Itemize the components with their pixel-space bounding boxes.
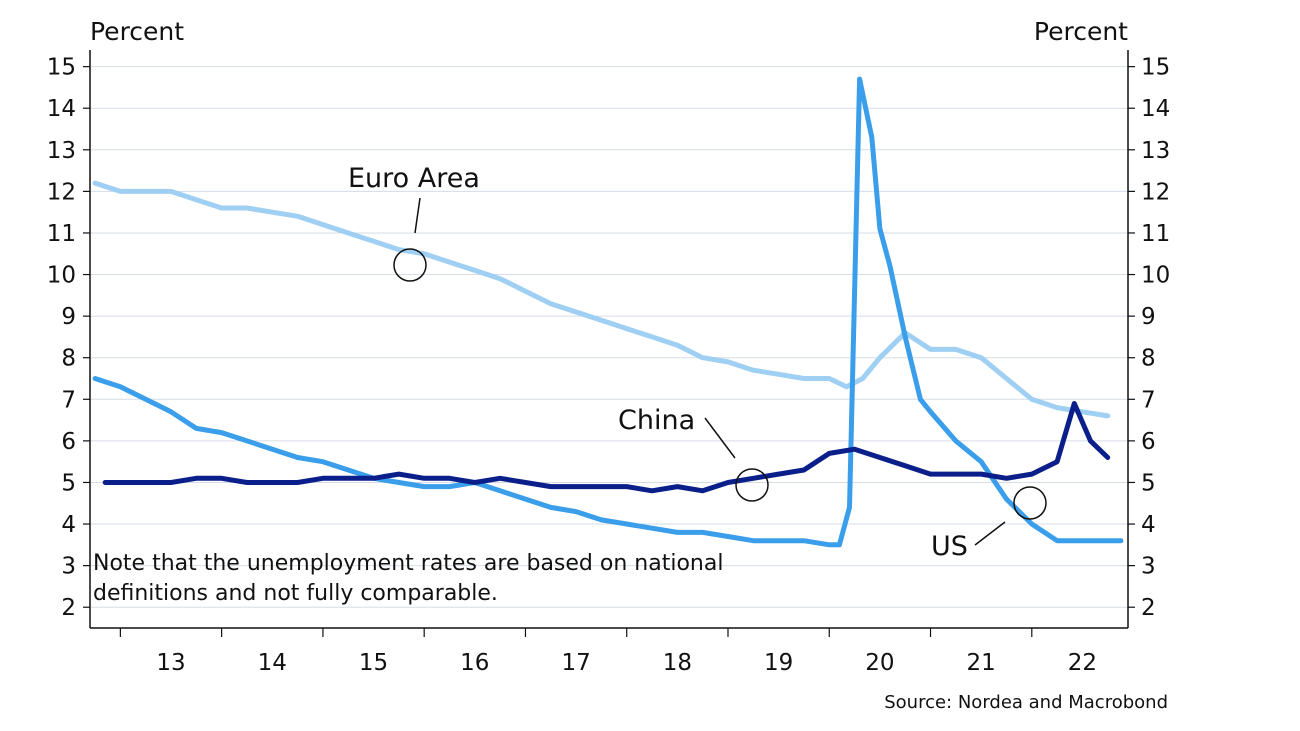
- left-y-unit-label: Percent: [90, 17, 184, 46]
- right-tick-label: 13: [1141, 138, 1170, 164]
- china-marker-circle: [735, 468, 769, 502]
- note-line-2: definitions and not fully comparable.: [93, 581, 498, 606]
- right-tick-label: 8: [1141, 346, 1156, 372]
- right-tick-label: 4: [1141, 512, 1156, 538]
- left-tick-label: 7: [61, 387, 76, 413]
- left-tick-label: 14: [47, 96, 76, 122]
- left-tick-label: 10: [47, 263, 76, 289]
- note-line-1: Note that the unemployment rates are bas…: [93, 551, 723, 576]
- series-lines: [92, 76, 1124, 548]
- us-label: US: [931, 531, 968, 562]
- x-tick-label: 20: [865, 650, 894, 676]
- x-tick-label: 22: [1068, 650, 1097, 676]
- euro-area-series-line: [92, 180, 1111, 419]
- china-series-line: [102, 401, 1111, 494]
- x-tick-label: 13: [156, 650, 185, 676]
- right-tick-label: 15: [1141, 55, 1170, 81]
- x-tick-label: 21: [967, 650, 996, 676]
- x-tick-label: 14: [258, 650, 287, 676]
- left-tick-label: 6: [61, 429, 76, 455]
- right-tick-label: 7: [1141, 387, 1156, 413]
- x-tick-label: 15: [359, 650, 388, 676]
- right-tick-label: 11: [1141, 221, 1170, 247]
- left-tick-label: 3: [61, 554, 76, 580]
- right-tick-label: 2: [1141, 595, 1156, 621]
- right-tick-label: 3: [1141, 554, 1156, 580]
- left-tick-label: 12: [47, 179, 76, 205]
- left-tick-label: 11: [47, 221, 76, 247]
- euro-area-marker-circle: [393, 248, 427, 282]
- right-tick-label: 6: [1141, 429, 1156, 455]
- source-note: Source: Nordea and Macrobond: [884, 692, 1168, 713]
- x-tick-label: 16: [460, 650, 489, 676]
- right-tick-label: 9: [1141, 304, 1156, 330]
- left-tick-label: 2: [61, 595, 76, 621]
- euro-area-leader: [414, 197, 421, 234]
- grid-lines: [90, 66, 1128, 608]
- right-y-unit-label: Percent: [1034, 17, 1128, 46]
- x-tick-label: 19: [764, 650, 793, 676]
- left-tick-label: 4: [61, 512, 76, 538]
- left-y-ticks: 2 3 4 5 6 7 8 9 10 11 12 13 14 15: [47, 55, 90, 621]
- right-tick-label: 14: [1141, 96, 1170, 122]
- left-tick-label: 8: [61, 346, 76, 372]
- china-label: China: [618, 405, 695, 436]
- right-tick-label: 5: [1141, 470, 1156, 496]
- china-leader: [704, 417, 736, 459]
- right-tick-label: 10: [1141, 263, 1170, 289]
- left-tick-label: 9: [61, 304, 76, 330]
- x-ticks: 13 14 15 16 17 18 19 20 21 22: [119, 628, 1097, 676]
- euro-area-label: Euro Area: [348, 163, 480, 194]
- us-series-line: [92, 76, 1124, 548]
- us-marker-circle: [1013, 486, 1047, 520]
- x-tick-label: 17: [561, 650, 590, 676]
- x-tick-label: 18: [663, 650, 692, 676]
- right-y-ticks: 2 3 4 5 6 7 8 9 10 11 12 13 14 15: [1128, 55, 1170, 621]
- left-tick-label: 13: [47, 138, 76, 164]
- us-leader: [974, 521, 1006, 546]
- left-tick-label: 5: [61, 470, 76, 496]
- left-tick-label: 15: [47, 55, 76, 81]
- right-tick-label: 12: [1141, 179, 1170, 205]
